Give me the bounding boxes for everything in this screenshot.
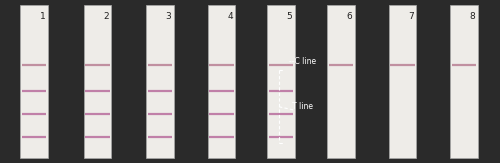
Text: 5: 5 [286,12,292,21]
Text: 3: 3 [166,12,171,21]
Bar [208,5,236,158]
Bar [146,5,174,158]
Bar [84,5,111,158]
Text: 7: 7 [408,12,414,21]
Bar [389,5,416,158]
Text: 4: 4 [227,12,233,21]
Bar [328,5,355,158]
Text: 6: 6 [346,12,352,21]
Bar [20,5,48,158]
Bar [268,5,295,158]
Text: 1: 1 [40,12,45,21]
Bar [450,5,478,158]
Text: --C line: --C line [289,57,316,66]
Text: 8: 8 [470,12,475,21]
Text: 2: 2 [103,12,109,21]
Text: T line: T line [292,102,314,111]
